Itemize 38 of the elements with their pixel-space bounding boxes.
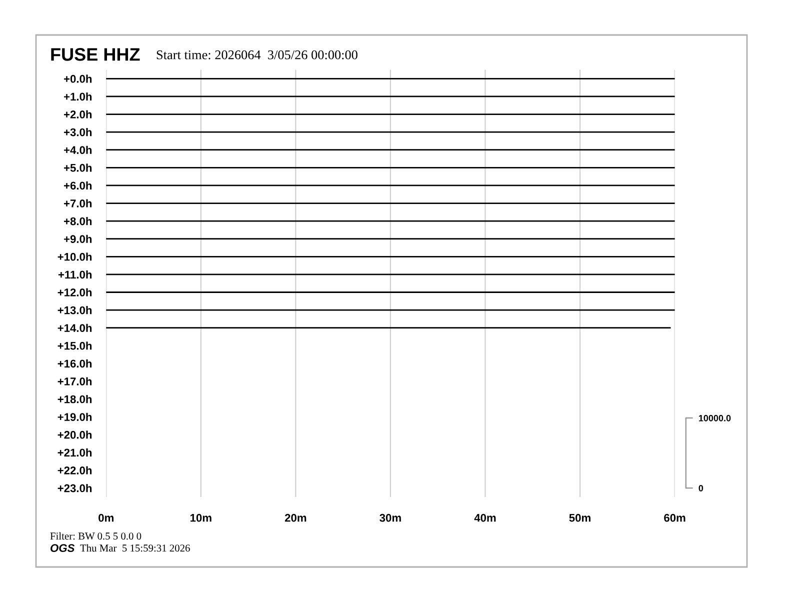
chart-subtitle: Start time: 2026064 3/05/26 00:00:00 — [156, 50, 358, 60]
y-tick-label: +13.0h — [58, 306, 92, 314]
y-tick-label: +9.0h — [64, 234, 92, 243]
text: Thu Mar 5 15:59:31 2026 — [80, 544, 190, 552]
y-tick-label: +22.0h — [58, 466, 92, 474]
y-tick-label: +16.0h — [58, 359, 92, 368]
y-tick-label: +5.0h — [64, 164, 92, 172]
y-tick-label: +11.0h — [58, 270, 92, 279]
y-tick-label: +17.0h — [58, 377, 92, 386]
x-tick-label: 20m — [284, 514, 306, 522]
y-tick-label: +10.0h — [58, 252, 92, 261]
x-tick-label: 30m — [380, 514, 401, 522]
y-tick-label: +14.0h — [58, 324, 92, 332]
y-tick-label: +19.0h — [58, 412, 92, 421]
y-tick-label: +20.0h — [58, 430, 92, 439]
y-tick-label: +1.0h — [64, 92, 92, 101]
y-tick-label: +7.0h — [64, 199, 92, 208]
y-tick-label: +21.0h — [58, 448, 92, 457]
text: Filter: BW 0.5 5 0.0 0 — [50, 532, 142, 540]
x-tick-label: 50m — [569, 514, 590, 522]
chart-title: FUSE HHZ — [51, 48, 140, 61]
x-tick-label: 0m — [98, 514, 114, 522]
x-tick-label: 10m — [190, 514, 212, 522]
y-tick-label: +12.0h — [58, 288, 92, 296]
y-tick-label: +0.0h — [64, 74, 92, 83]
y2-tick-label: 10000.0 — [698, 414, 731, 422]
y-tick-label: +23.0h — [58, 484, 92, 492]
x-tick-label: 40m — [474, 514, 496, 522]
y-tick-label: +18.0h — [58, 395, 92, 404]
y-tick-label: +6.0h — [64, 181, 92, 190]
y-tick-label: +4.0h — [64, 146, 92, 154]
y-tick-label: +2.0h — [64, 110, 92, 118]
x-tick-label: 60m — [664, 514, 686, 522]
y2-tick-label: 0 — [698, 485, 704, 492]
text: OGS — [50, 544, 75, 552]
y-tick-label: +3.0h — [64, 128, 92, 136]
y-tick-label: +15.0h — [58, 342, 92, 350]
y-tick-label: +8.0h — [64, 217, 92, 226]
